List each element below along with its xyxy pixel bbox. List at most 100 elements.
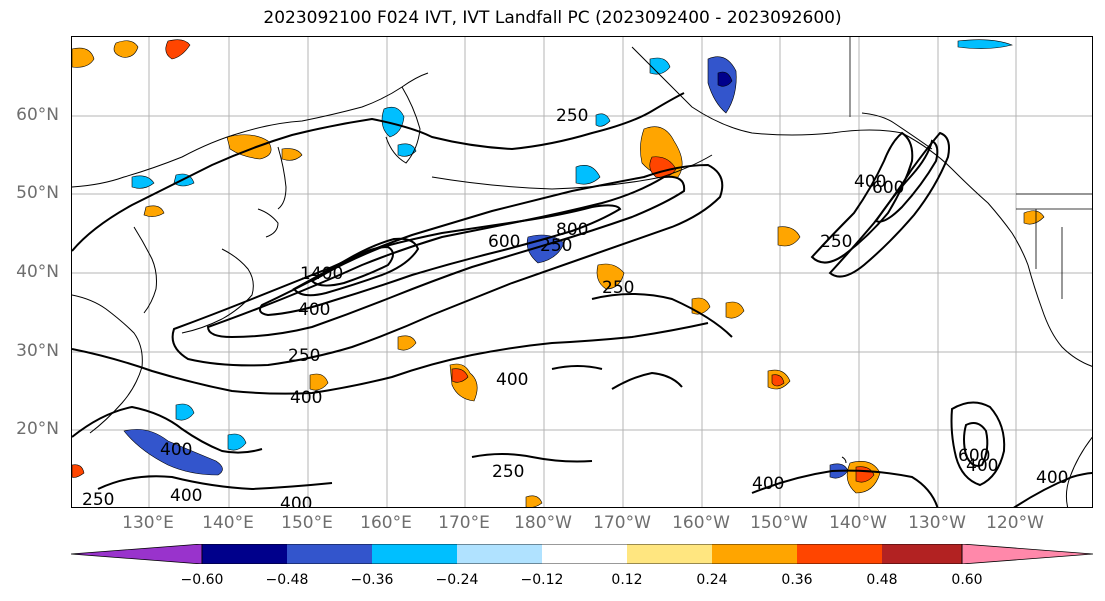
patch-negative	[957, 39, 1013, 49]
contour-label: 250	[556, 106, 588, 126]
patch-positive	[143, 205, 165, 217]
coastline-korea	[133, 226, 157, 314]
contour-line	[471, 453, 593, 463]
contour-line	[874, 139, 939, 223]
colorbar-segment	[712, 544, 797, 564]
contour-label: 400	[496, 370, 528, 390]
contour-label: 600	[872, 178, 904, 198]
patch-positive	[451, 368, 469, 383]
map-frame: 250 600 800 250 1400 400 250 400 400 400…	[71, 36, 1093, 508]
contour-line	[591, 293, 733, 338]
lat-label-50n: 50°N	[16, 183, 59, 203]
patch-positive	[525, 495, 543, 507]
contour-label: 250	[540, 236, 572, 256]
boundary-us-states	[1016, 208, 1092, 299]
contour-line	[292, 237, 420, 297]
colorbar-tick-label: 0.24	[696, 572, 728, 588]
colorbar-segment	[202, 544, 287, 564]
colorbar-segment	[882, 544, 967, 564]
colorbar-outline	[201, 544, 963, 564]
contour-label: 800	[556, 220, 588, 240]
colorbar-tick-label: 0.60	[951, 572, 983, 588]
patch-positive	[113, 40, 139, 58]
contour-line	[97, 475, 333, 491]
patch-positive	[165, 39, 191, 60]
contour-label: 250	[492, 462, 524, 482]
ivt-contours	[72, 92, 1092, 507]
lon-label-140w: 140°W	[829, 513, 887, 533]
map-canvas: 250 600 800 250 1400 400 250 400 400 400…	[72, 37, 1092, 507]
patch-positive	[691, 297, 711, 315]
contour-line	[72, 405, 263, 454]
patch-positive	[72, 47, 95, 68]
lat-label-60n: 60°N	[16, 105, 59, 125]
patch-positive	[771, 374, 785, 387]
colorbar-tick-label: 0.48	[866, 572, 898, 588]
lon-label-160e: 160°E	[360, 513, 412, 533]
patch-negative	[227, 433, 247, 451]
colorbar-extend-high	[961, 544, 1093, 564]
contour-line	[72, 322, 709, 395]
contour-line	[551, 365, 603, 370]
colorbar-segment	[287, 544, 372, 564]
coastline-sakhalin	[277, 146, 287, 210]
colorbar-segment	[372, 544, 457, 564]
contour-label: 600	[958, 446, 990, 466]
colorbar-tick-label: −0.48	[265, 572, 309, 588]
colorbar-tick-label: −0.60	[180, 572, 224, 588]
boundaries	[849, 37, 1092, 299]
contour-label: 400	[854, 172, 886, 192]
colorbar-extend-low	[71, 544, 203, 564]
lon-label-170e: 170°E	[438, 513, 490, 533]
lon-label-150e: 150°E	[281, 513, 333, 533]
patch-positive	[281, 148, 303, 161]
contour-label: 250	[288, 346, 320, 366]
pc-anomaly-patches	[72, 39, 1045, 507]
contour-line	[751, 469, 939, 507]
patch-negative	[649, 57, 671, 75]
contour-label: 1400	[300, 264, 343, 284]
patch-positive	[72, 464, 85, 478]
coastline-alaska	[631, 46, 1092, 367]
contour-label: 400	[1036, 468, 1068, 488]
lon-label-160w: 160°W	[672, 513, 730, 533]
coastline-asia	[72, 72, 429, 188]
patch-positive	[397, 335, 417, 351]
contour-labels: 250 600 800 250 1400 400 250 400 400 400…	[82, 106, 1068, 507]
graticule	[72, 37, 1092, 507]
contour-line	[206, 175, 686, 339]
contour-line	[1013, 472, 1092, 507]
lon-label-130e: 130°E	[122, 513, 174, 533]
contour-line	[310, 245, 394, 287]
contour-label: 400	[170, 486, 202, 506]
coastline-hokkaido	[257, 208, 279, 238]
lon-label-180w: 180°W	[514, 513, 572, 533]
colorbar-tick-label: 0.36	[781, 572, 813, 588]
patch-negative	[131, 175, 155, 189]
coastline-hawaii	[841, 456, 847, 464]
patch-negative	[397, 143, 417, 157]
lon-label-150w: 150°W	[750, 513, 808, 533]
map-title: 2023092100 F024 IVT, IVT Landfall PC (20…	[263, 8, 842, 28]
coastline-kamchatka	[385, 86, 421, 164]
lon-label-140e: 140°E	[202, 513, 254, 533]
lon-label-120w: 120°W	[986, 513, 1044, 533]
patch-negative	[175, 403, 195, 421]
colorbar-segment	[797, 544, 882, 564]
contour-label: 400	[290, 388, 322, 408]
contour-label: 400	[160, 440, 192, 460]
colorbar-segment	[457, 544, 542, 564]
contour-line	[828, 131, 950, 278]
coastline-bc	[861, 112, 933, 150]
colorbar-tick-label: −0.24	[435, 572, 479, 588]
lon-label-130w: 130°W	[908, 513, 966, 533]
patch-positive	[725, 301, 745, 319]
lat-label-40n: 40°N	[16, 262, 59, 282]
contour-line	[950, 401, 1006, 487]
colorbar-tick-label: −0.12	[520, 572, 564, 588]
patch-negative	[575, 165, 601, 185]
colorbar-tick-label: 0.12	[611, 572, 643, 588]
contour-label: 600	[488, 232, 520, 252]
contour-label: 400	[966, 456, 998, 476]
contour-line	[963, 422, 989, 467]
